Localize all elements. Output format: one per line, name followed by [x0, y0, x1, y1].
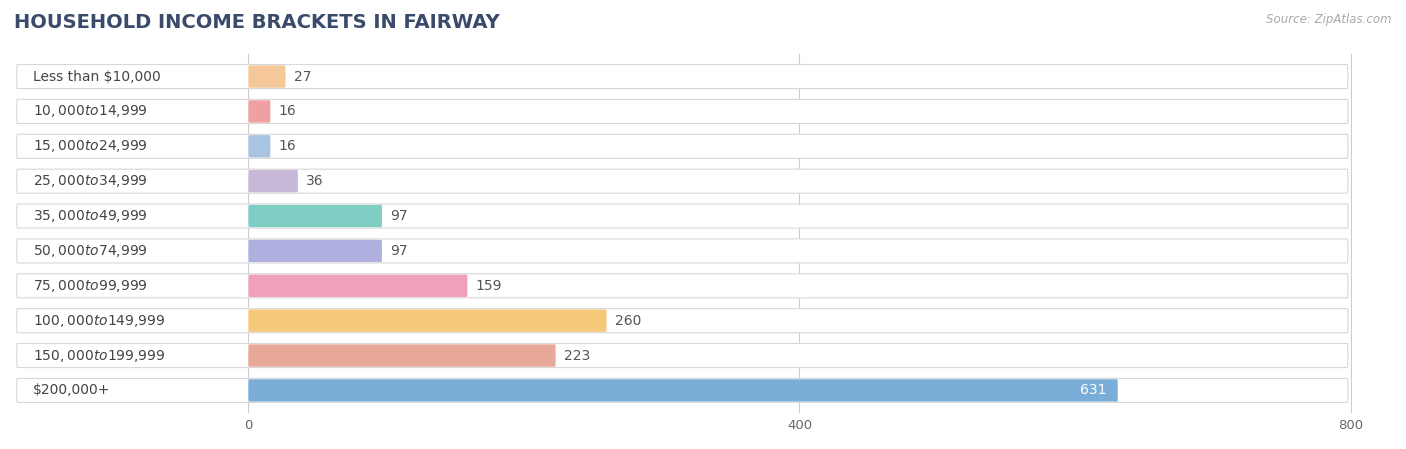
- FancyBboxPatch shape: [17, 274, 1348, 298]
- Text: 16: 16: [278, 105, 297, 119]
- Text: $35,000 to $49,999: $35,000 to $49,999: [34, 208, 148, 224]
- Text: 223: 223: [564, 348, 591, 362]
- Text: 260: 260: [614, 314, 641, 328]
- Text: 97: 97: [391, 209, 408, 223]
- Text: $100,000 to $149,999: $100,000 to $149,999: [34, 313, 166, 329]
- FancyBboxPatch shape: [249, 66, 285, 88]
- Text: $150,000 to $199,999: $150,000 to $199,999: [34, 348, 166, 364]
- FancyBboxPatch shape: [249, 344, 555, 367]
- Text: HOUSEHOLD INCOME BRACKETS IN FAIRWAY: HOUSEHOLD INCOME BRACKETS IN FAIRWAY: [14, 13, 499, 32]
- FancyBboxPatch shape: [17, 134, 1348, 158]
- Text: $15,000 to $24,999: $15,000 to $24,999: [34, 138, 148, 154]
- FancyBboxPatch shape: [17, 169, 1348, 193]
- Text: 16: 16: [278, 139, 297, 153]
- FancyBboxPatch shape: [249, 309, 606, 332]
- FancyBboxPatch shape: [249, 100, 270, 123]
- Text: $25,000 to $34,999: $25,000 to $34,999: [34, 173, 148, 189]
- FancyBboxPatch shape: [17, 204, 1348, 228]
- Text: $10,000 to $14,999: $10,000 to $14,999: [34, 103, 148, 119]
- FancyBboxPatch shape: [249, 170, 298, 192]
- Text: 631: 631: [1080, 383, 1107, 397]
- Text: $50,000 to $74,999: $50,000 to $74,999: [34, 243, 148, 259]
- Text: $75,000 to $99,999: $75,000 to $99,999: [34, 278, 148, 294]
- FancyBboxPatch shape: [17, 239, 1348, 263]
- FancyBboxPatch shape: [17, 379, 1348, 402]
- FancyBboxPatch shape: [249, 275, 467, 297]
- Text: 36: 36: [307, 174, 323, 188]
- Text: 27: 27: [294, 70, 311, 84]
- Text: Source: ZipAtlas.com: Source: ZipAtlas.com: [1267, 13, 1392, 26]
- FancyBboxPatch shape: [17, 308, 1348, 333]
- FancyBboxPatch shape: [17, 99, 1348, 123]
- Text: 159: 159: [475, 279, 502, 293]
- FancyBboxPatch shape: [249, 205, 382, 227]
- FancyBboxPatch shape: [249, 379, 1118, 401]
- Text: Less than $10,000: Less than $10,000: [34, 70, 162, 84]
- Text: 97: 97: [391, 244, 408, 258]
- FancyBboxPatch shape: [17, 343, 1348, 368]
- FancyBboxPatch shape: [249, 135, 270, 158]
- FancyBboxPatch shape: [17, 65, 1348, 88]
- FancyBboxPatch shape: [249, 240, 382, 262]
- Text: $200,000+: $200,000+: [34, 383, 111, 397]
